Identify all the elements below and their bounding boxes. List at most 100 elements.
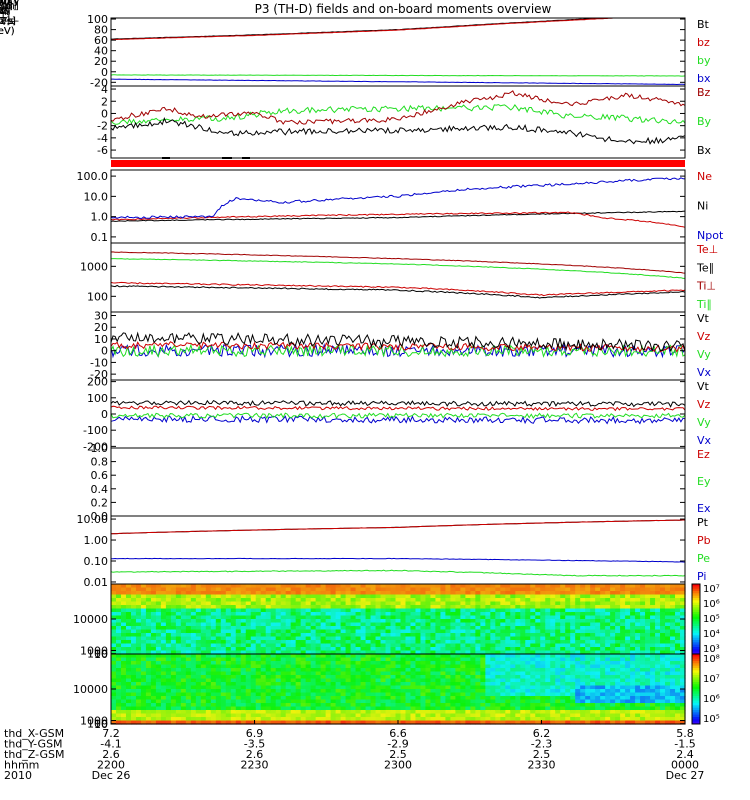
spectrogram-cell: [430, 650, 437, 655]
spectrogram-cell: [605, 692, 611, 697]
spectrogram-cell: [560, 643, 566, 648]
spectrogram-cell: [350, 608, 357, 613]
spectrogram-cell: [240, 692, 247, 697]
y-axis-label-line: Density: [0, 0, 19, 2]
spectrogram-cell: [400, 626, 407, 631]
spectrogram-cell: [670, 668, 676, 673]
spectrogram-cell: [565, 696, 571, 701]
spectrogram-cell: [210, 678, 217, 683]
spectrogram-cell: [270, 685, 277, 690]
spectrogram-cell: [140, 657, 147, 662]
spectrogram-cell: [500, 710, 506, 715]
spectrogram-cell: [555, 605, 561, 610]
spectrogram-cell: [540, 678, 546, 683]
spectrogram-cell: [610, 703, 616, 708]
spectrogram-cell: [190, 598, 197, 603]
spectrogram-cell: [355, 654, 362, 659]
spectrogram-cell: [330, 682, 337, 687]
spectrogram-cell: [670, 594, 676, 599]
spectrogram-cell: [495, 671, 501, 676]
spectrogram-cell: [475, 699, 481, 704]
spectrogram-cell: [550, 689, 556, 694]
spectrogram-cell: [525, 706, 531, 711]
spectrogram-cell: [430, 615, 437, 620]
spectrogram-cell: [185, 678, 192, 683]
spectrogram-cell: [365, 710, 372, 715]
spectrogram-cell: [510, 678, 516, 683]
spectrogram-cell: [285, 668, 292, 673]
spectrogram-cell: [185, 717, 192, 722]
spectrogram-cell: [630, 661, 636, 666]
spectrogram-cell: [580, 657, 586, 662]
spectrogram-cell: [580, 640, 586, 645]
spectrogram-cell: [560, 615, 566, 620]
spectrogram-cell: [305, 584, 312, 589]
spectrogram-cell: [370, 664, 377, 669]
spectrogram-cell: [200, 710, 207, 715]
spectrogram-cell: [355, 710, 362, 715]
spectrogram-cell: [205, 605, 212, 610]
spectrogram-cell: [395, 696, 402, 701]
spectrogram-cell: [515, 661, 521, 666]
spectrogram-cell: [615, 619, 621, 624]
spectrogram-cell: [350, 713, 357, 718]
spectrogram-cell: [365, 703, 372, 708]
spectrogram-cell: [515, 629, 521, 634]
spectrogram-cell: [645, 615, 651, 620]
spectrogram-cell: [460, 584, 466, 589]
spectrogram-cell: [180, 633, 187, 638]
spectrogram-cell: [515, 594, 521, 599]
spectrogram-cell: [335, 608, 342, 613]
spectrogram-cell: [325, 720, 332, 725]
spectrogram-cell: [500, 598, 506, 603]
spectrogram-cell: [245, 654, 252, 659]
spectrogram-cell: [530, 608, 536, 613]
spectrogram-cell: [660, 685, 666, 690]
spectrogram-cell: [565, 608, 571, 613]
spectrogram-cell: [325, 605, 332, 610]
spectrogram-cell: [365, 622, 372, 627]
spectrogram-cell: [555, 594, 561, 599]
spectrogram-cell: [630, 622, 636, 627]
spectrogram-cell: [460, 720, 466, 725]
spectrogram-cell: [665, 608, 671, 613]
spectrogram-cell: [565, 685, 571, 690]
spectrogram-cell: [350, 615, 357, 620]
spectrogram-cell: [410, 584, 417, 589]
spectrogram-cell: [235, 619, 242, 624]
spectrogram-cell: [580, 689, 586, 694]
spectrogram-cell: [510, 710, 516, 715]
spectrogram-cell: [485, 650, 491, 655]
spectrogram-cell: [115, 692, 122, 697]
spectrogram-cell: [515, 706, 521, 711]
colorbar-segment: [692, 612, 700, 615]
spectrogram-cell: [265, 661, 272, 666]
y-axis-label-line: [eV]: [0, 6, 10, 17]
spectrogram-cell: [280, 661, 287, 666]
spectrogram-cell: [395, 671, 402, 676]
spectrogram-cell: [560, 626, 566, 631]
spectrogram-cell: [505, 633, 511, 638]
spectrogram-cell: [595, 598, 601, 603]
spectrogram-cell: [295, 720, 302, 725]
spectrogram-cell: [111, 626, 117, 631]
spectrogram-cell: [120, 591, 127, 596]
spectrogram-cell: [330, 629, 337, 634]
spectrogram-cell: [655, 706, 661, 711]
spectrogram-cell: [560, 587, 566, 592]
spectrogram-cell: [120, 717, 127, 722]
spectrogram-cell: [130, 584, 137, 589]
spectrogram-cell: [640, 689, 646, 694]
spectrogram-cell: [315, 591, 322, 596]
spectrogram-cell: [145, 647, 152, 652]
spectrogram-cell: [420, 692, 427, 697]
spectrogram-cell: [365, 720, 372, 725]
spectrogram-cell: [350, 671, 357, 676]
spectrogram-cell: [665, 619, 671, 624]
spectrogram-cell: [300, 643, 307, 648]
spectrogram-cell: [575, 675, 581, 680]
spectrogram-cell: [150, 713, 157, 718]
spectrogram-cell: [135, 591, 142, 596]
spectrogram-cell: [545, 685, 551, 690]
spectrogram-cell: [610, 615, 616, 620]
